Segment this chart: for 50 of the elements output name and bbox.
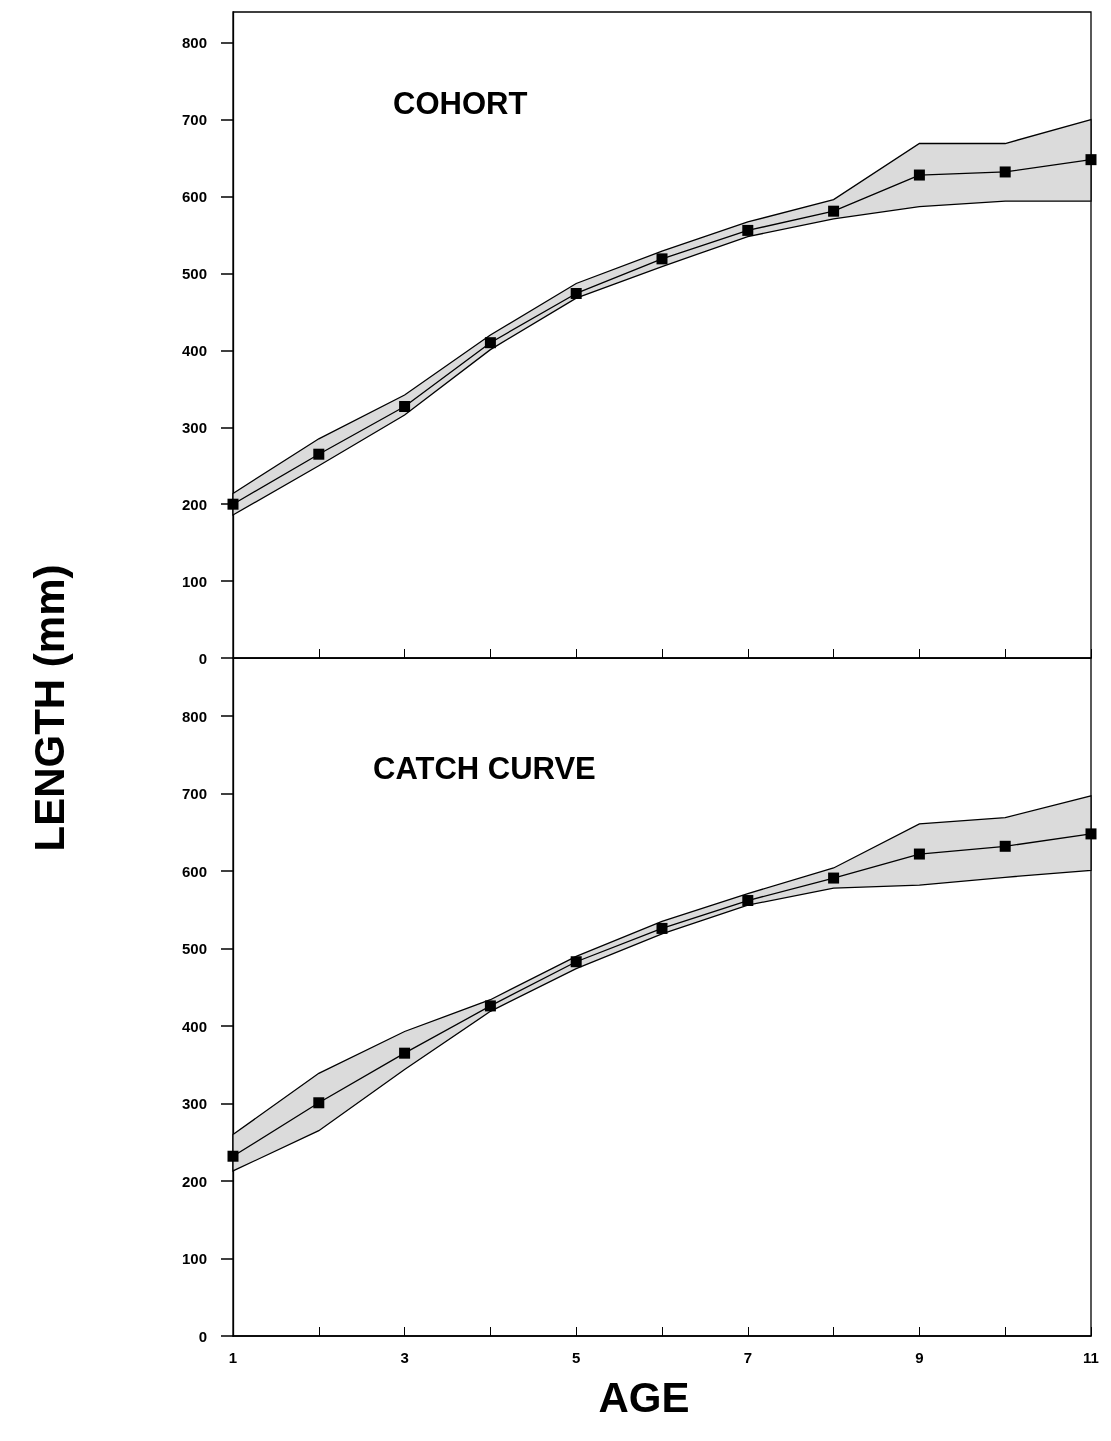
point [1085, 154, 1097, 166]
y-tick-label: 0 [198, 1327, 207, 1345]
point [399, 1047, 411, 1059]
y-tick-label: 500 [181, 940, 207, 958]
point [399, 401, 411, 413]
y-tick-label: 100 [181, 1250, 207, 1268]
y-tick-label: 300 [181, 1095, 207, 1113]
point [227, 498, 239, 510]
y-tick-label: 800 [181, 34, 207, 52]
y-tick-label: 600 [181, 188, 207, 206]
point [1085, 828, 1097, 840]
x-tick-label: 9 [915, 1349, 924, 1366]
point [656, 253, 668, 265]
x-tick-label: 3 [400, 1349, 409, 1366]
y-tick-label: 200 [181, 1172, 207, 1190]
y-tick-label: 600 [181, 862, 207, 880]
point [570, 287, 582, 299]
point [313, 448, 325, 460]
point [313, 1097, 325, 1109]
x-axis-title: AGE [598, 1374, 690, 1422]
point [828, 872, 840, 884]
point [828, 205, 840, 217]
y-tick-label: 300 [181, 418, 207, 436]
x-tick-label: 7 [743, 1349, 752, 1366]
x-tick-label: 11 [1083, 1349, 1099, 1366]
point [913, 848, 925, 860]
y-tick-label: 100 [181, 572, 207, 590]
text: COHORT [393, 86, 528, 121]
y-tick-label: 500 [181, 264, 207, 282]
text: CATCH CURVE [373, 751, 596, 786]
point [913, 169, 925, 181]
point [999, 840, 1011, 852]
y-tick-label: 400 [181, 1017, 207, 1035]
y-tick-label: 400 [181, 341, 207, 359]
y-tick-label: 800 [181, 707, 207, 725]
y-tick-label: 0 [198, 649, 207, 667]
x-tick-label: 1 [228, 1349, 238, 1366]
y-axis-title: LENGTH (mm) [26, 564, 74, 852]
point [742, 895, 754, 907]
y-tick-label: 700 [181, 785, 207, 803]
point [742, 224, 754, 236]
point [484, 337, 496, 349]
point [656, 922, 668, 934]
point [484, 1000, 496, 1012]
point [227, 1150, 239, 1162]
point [570, 956, 582, 968]
x-tick-label: 5 [572, 1349, 581, 1366]
point [999, 166, 1011, 178]
y-tick-label: 200 [181, 495, 207, 513]
y-tick-label: 700 [181, 111, 207, 129]
